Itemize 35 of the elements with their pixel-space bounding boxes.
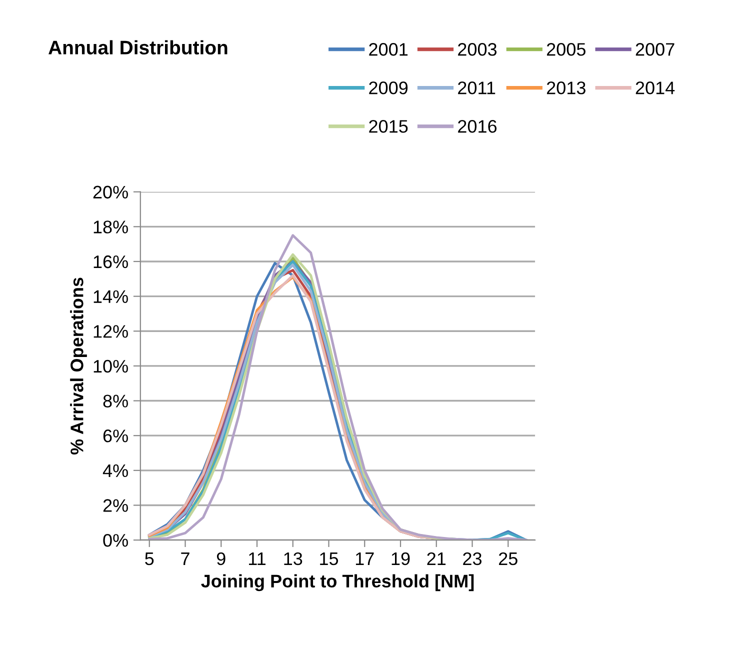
legend-label: 2001 (369, 43, 408, 56)
legend-label: 2015 (369, 120, 408, 133)
legend-label: 2005 (546, 43, 586, 56)
y-tick-label: 8% (103, 394, 128, 408)
x-axis-title: Joining Point to Threshold [NM] (201, 574, 474, 592)
y-tick-label: 0% (103, 534, 128, 547)
legend-label: 2013 (546, 82, 586, 94)
x-tick-label: 13 (284, 552, 302, 566)
legend-title: Annual Distribution (48, 40, 228, 54)
x-tick-label: 21 (427, 552, 446, 565)
legend-label: 2016 (458, 120, 497, 133)
x-tick-label: 23 (463, 552, 482, 566)
y-tick-label: 20% (93, 186, 128, 199)
legend-label: 2003 (458, 43, 497, 56)
x-tick-label: 25 (498, 552, 518, 566)
y-tick-label: 4% (102, 464, 128, 478)
x-tick-label: 19 (392, 552, 410, 566)
legend-label: 2014 (636, 82, 675, 94)
x-tick-label: 5 (145, 552, 154, 566)
legend-label: 2011 (458, 82, 496, 94)
x-tick-label: 15 (320, 552, 338, 566)
y-tick-label: 12% (94, 325, 128, 338)
y-tick-label: 16% (94, 255, 128, 268)
legend-label: 2007 (636, 43, 674, 56)
y-tick-label: 6% (103, 430, 128, 442)
legend-label: 2009 (369, 82, 408, 94)
y-tick-label: 18% (94, 220, 128, 234)
y-tick-label: 10% (94, 360, 128, 373)
x-tick-label: 7 (181, 552, 190, 565)
x-tick-label: 11 (249, 552, 266, 565)
x-tick-label: 17 (356, 552, 374, 565)
y-tick-label: 14% (94, 290, 128, 303)
y-axis-title: % Arrival Operations (70, 278, 87, 454)
x-tick-label: 9 (216, 552, 226, 566)
y-tick-label: 2% (103, 499, 128, 512)
